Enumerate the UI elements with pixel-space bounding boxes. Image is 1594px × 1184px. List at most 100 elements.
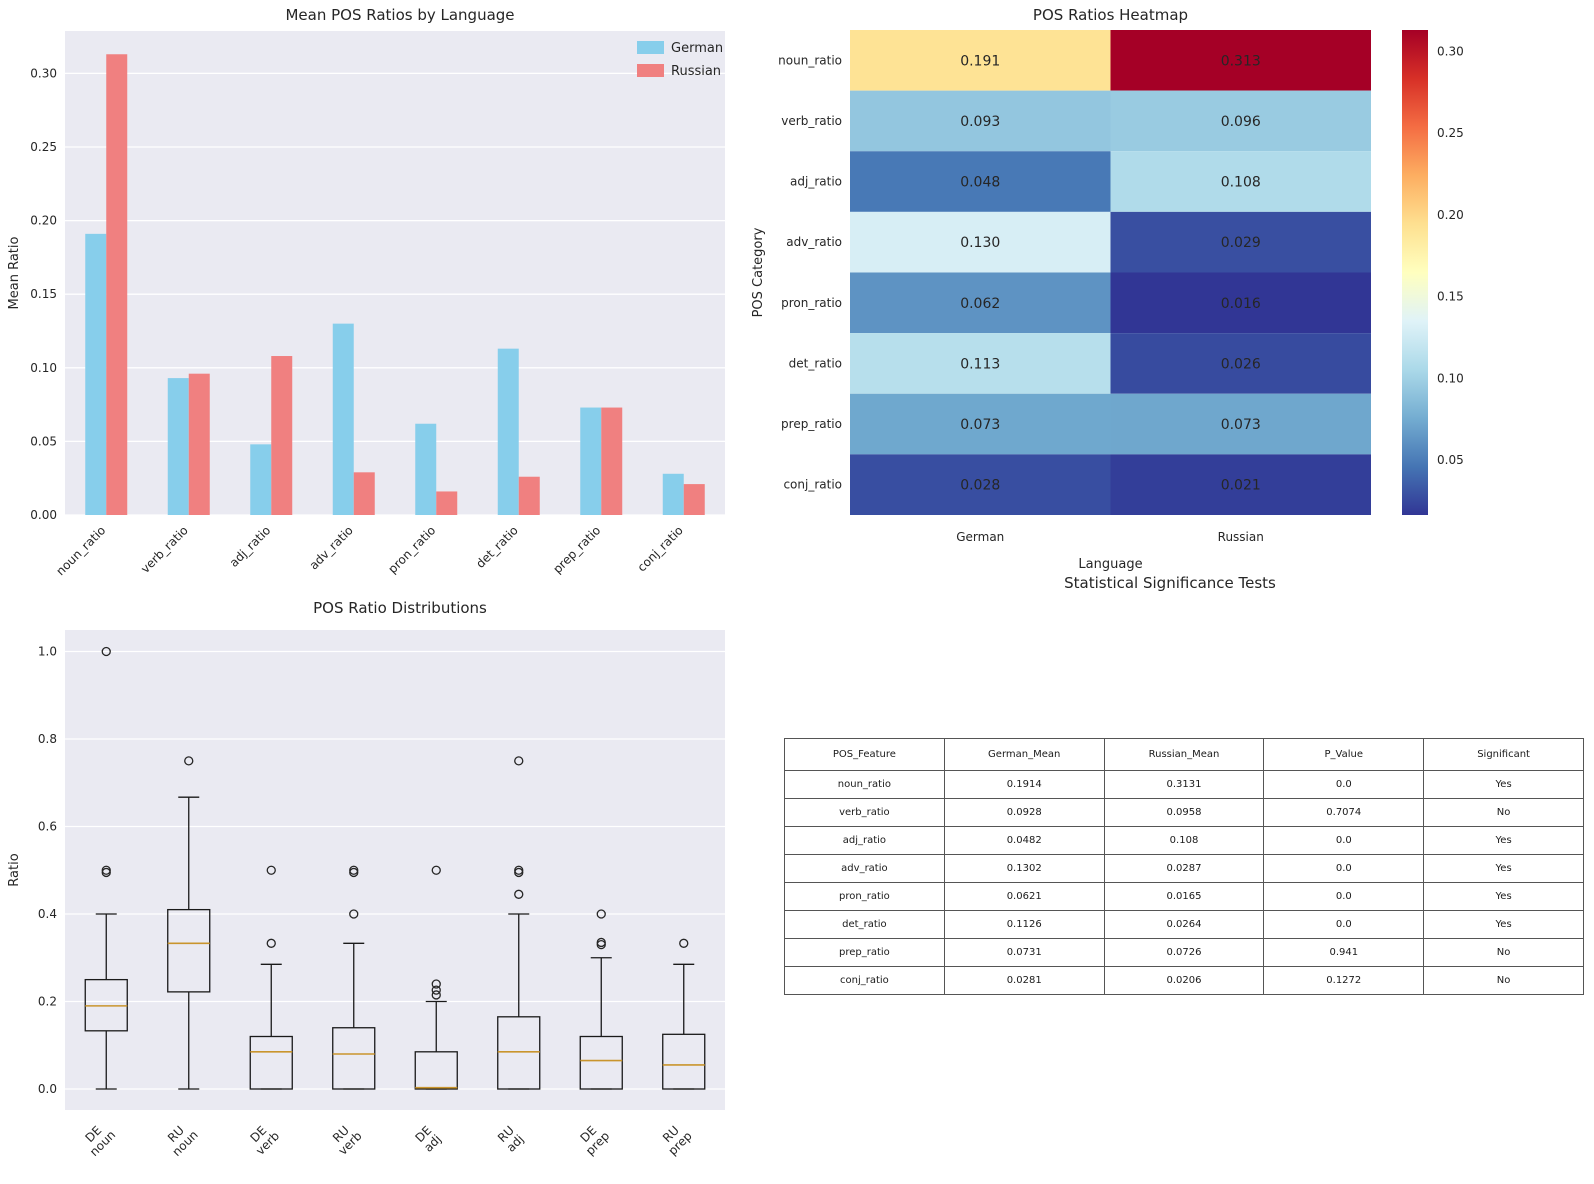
heatmap-row-label: adv_ratio	[786, 235, 842, 249]
table-cell-adv_ratio-german_mean: 0.1302	[943, 854, 1105, 883]
table-row-det_ratio: det_ratio 0.1126 0.0264 0.0 Yes	[784, 910, 1584, 939]
y-tick-label: 0.25	[30, 140, 57, 154]
heatmap-cell-noun_ratio-russian	[1110, 30, 1371, 91]
table-cell-pron_ratio-p_value: 0.0	[1263, 882, 1425, 911]
x-tick-label: adj_ratio	[227, 523, 274, 570]
bar-russian-adv_ratio	[353, 472, 375, 515]
y-tick-label: 0.2	[38, 995, 57, 1009]
table-header-row: POS_Feature German_Mean Russian_Mean P_Valu…	[784, 738, 1584, 771]
heatmap-cell-det_ratio-german	[850, 333, 1111, 394]
table-cell-noun_ratio-russian_mean: 0.3131	[1103, 770, 1265, 799]
bar-russian-pron_ratio	[436, 491, 458, 515]
heatmap-cell-prep_ratio-german	[850, 393, 1111, 455]
colorbar-tick-label: 0.15	[1437, 290, 1464, 304]
table-cell-pron_ratio-russian_mean: 0.0165	[1103, 882, 1265, 911]
bar-y-axis-label: Mean Ratio	[7, 236, 22, 309]
outlier-de-noun	[101, 865, 111, 875]
bar-russian-det_ratio	[518, 476, 540, 515]
heatmap-row-label: det_ratio	[789, 356, 842, 370]
outlier-de-adj	[431, 990, 441, 1000]
colorbar	[1402, 30, 1428, 515]
heatmap-value-adv_ratio-german: 0.130	[960, 235, 1000, 251]
x-tick-label: RUadj	[494, 1123, 526, 1155]
outlier-de-verb	[266, 865, 276, 875]
colorbar-tick-label: 0.25	[1437, 126, 1464, 140]
heatmap-cell-noun_ratio-german	[850, 30, 1111, 91]
boxplot-panel: 0.0 0.2 0.4 0.6 0.8 1.0 DEnoun RUnoun DEverb RUve…	[7, 599, 725, 1159]
table-cell-verb_ratio-significant: No	[1423, 798, 1584, 827]
table-cell-verb_ratio-german_mean: 0.0928	[943, 798, 1105, 827]
bar-russian-conj_ratio	[683, 484, 705, 515]
outlier-de-prep	[596, 909, 606, 919]
table-cell-adv_ratio-significant: Yes	[1423, 854, 1584, 883]
y-tick-label: 0.20	[30, 214, 57, 228]
x-tick-label: prep_ratio	[550, 523, 603, 576]
outlier-de-verb	[266, 938, 276, 948]
box-de-prep	[579, 1035, 623, 1090]
heatmap-value-det_ratio-german: 0.113	[960, 356, 1000, 372]
y-tick-label: 1.0	[38, 645, 57, 659]
heatmap-value-pron_ratio-german: 0.062	[960, 296, 1000, 312]
y-tick-label: 0.8	[38, 732, 57, 746]
y-tick-label: 0.10	[30, 361, 57, 375]
x-tick-label: DEnoun	[78, 1119, 118, 1159]
table-row-noun_ratio: noun_ratio 0.1914 0.3131 0.0 Yes	[784, 770, 1584, 799]
box-ru-adj	[497, 1016, 541, 1090]
box-ru-noun	[167, 908, 211, 993]
y-tick-label: 0.0	[38, 1082, 57, 1096]
colorbar-tick-label: 0.05	[1437, 453, 1464, 467]
x-tick-label: noun_ratio	[53, 523, 108, 578]
table-row-adv_ratio: adv_ratio 0.1302 0.0287 0.0 Yes	[784, 854, 1584, 883]
bar-german-prep_ratio	[580, 407, 602, 515]
table-cell-conj_ratio-significant: No	[1423, 966, 1584, 995]
bar-german-noun_ratio	[85, 233, 107, 515]
outlier-de-noun	[101, 646, 111, 657]
y-tick-label: 0.15	[30, 287, 57, 301]
bar-german-conj_ratio	[662, 473, 684, 515]
heatmap-value-adj_ratio-german: 0.048	[960, 175, 1000, 191]
table-cell-noun_ratio-pos_feature: noun_ratio	[784, 770, 945, 799]
bar-russian-prep_ratio	[601, 407, 623, 515]
stats-table-title: Statistical Significance Tests	[1064, 574, 1276, 592]
table-cell-adv_ratio-russian_mean: 0.0287	[1103, 854, 1265, 883]
table-cell-pron_ratio-significant: Yes	[1423, 882, 1584, 911]
legend-label-russian: Russian	[671, 64, 721, 79]
outlier-ru-prep	[679, 938, 689, 948]
table-cell-noun_ratio-german_mean: 0.1914	[943, 770, 1105, 799]
heatmap-col-label: Russian	[1218, 530, 1264, 544]
table-cell-adj_ratio-pos_feature: adj_ratio	[784, 826, 945, 855]
heatmap-value-verb_ratio-german: 0.093	[960, 114, 1000, 130]
heatmap-cell-adj_ratio-russian	[1110, 151, 1371, 212]
heatmap-row-label: verb_ratio	[781, 114, 842, 128]
outlier-ru-verb	[349, 909, 359, 919]
heatmap-row-label: adj_ratio	[790, 175, 842, 189]
x-tick-label: DEverb	[244, 1120, 282, 1158]
table-header-significant: Significant	[1423, 738, 1584, 771]
x-tick-label: RUverb	[326, 1120, 364, 1158]
heatmap-value-conj_ratio-russian: 0.021	[1221, 478, 1261, 494]
table-row-adj_ratio: adj_ratio 0.0482 0.108 0.0 Yes	[784, 826, 1584, 855]
heatmap-cell-adj_ratio-german	[850, 151, 1111, 212]
x-tick-label: conj_ratio	[635, 523, 686, 574]
x-tick-label: DEprep	[574, 1120, 612, 1158]
y-tick-label: 0.6	[38, 820, 57, 834]
heatmap-cell-det_ratio-russian	[1110, 333, 1371, 394]
outlier-de-prep	[596, 937, 606, 948]
table-cell-adj_ratio-russian_mean: 0.108	[1103, 826, 1265, 855]
heatmap-title: POS Ratios Heatmap	[1033, 6, 1188, 24]
heatmap-row-label: conj_ratio	[783, 478, 842, 492]
outlier-ru-adj	[514, 756, 524, 766]
colorbar-tick-label: 0.30	[1437, 44, 1464, 58]
heatmap-x-axis-label: Language	[1078, 557, 1142, 572]
heatmap-row-label: prep_ratio	[781, 417, 842, 431]
outlier-de-adj	[431, 985, 441, 995]
x-tick-label: RUprep	[656, 1120, 694, 1158]
heatmap-value-noun_ratio-german: 0.191	[960, 53, 1000, 69]
bar-german-det_ratio	[497, 348, 519, 515]
table-row-prep_ratio: prep_ratio 0.0731 0.0726 0.941 No	[784, 938, 1584, 967]
table-cell-adj_ratio-significant: Yes	[1423, 826, 1584, 855]
table-cell-noun_ratio-significant: Yes	[1423, 770, 1584, 799]
table-cell-conj_ratio-p_value: 0.1272	[1263, 966, 1425, 995]
table-cell-adv_ratio-pos_feature: adv_ratio	[784, 854, 945, 883]
